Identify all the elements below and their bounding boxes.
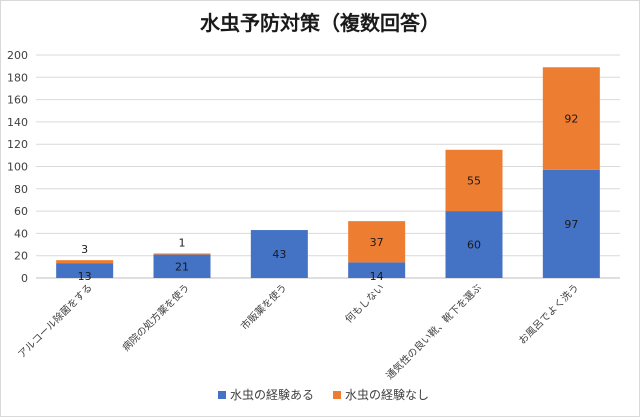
y-tick-label: 60 xyxy=(14,205,28,218)
bar-segment xyxy=(348,221,406,263)
chart-title: 水虫予防対策（複数回答） xyxy=(200,11,440,35)
category-label: 何もしない xyxy=(342,281,387,326)
bar-segment xyxy=(56,260,114,264)
y-tick-label: 200 xyxy=(7,49,28,62)
data-label: 13 xyxy=(78,270,92,283)
bar-segment xyxy=(250,230,308,278)
data-label: 55 xyxy=(467,174,481,187)
y-tick-label: 40 xyxy=(14,227,28,240)
bar-segment xyxy=(542,67,600,170)
category-label: アルコール除菌をする xyxy=(15,281,95,361)
legend-swatch xyxy=(333,391,341,399)
data-label: 60 xyxy=(467,239,481,252)
y-axis-ticks: 0 20 40 60 80 100 120 140 160 180 200 xyxy=(7,49,28,285)
bar-segment xyxy=(153,253,211,255)
bar-segment xyxy=(56,263,114,278)
category-label: 病院の処方薬を使う xyxy=(119,281,192,354)
bar-segment xyxy=(153,254,211,278)
data-label: 43 xyxy=(272,248,286,261)
y-tick-label: 140 xyxy=(7,116,28,129)
x-axis-categories: アルコール除菌をする 病院の処方薬を使う 市販薬を使う 何もしない通気性の良い靴、靴下… xyxy=(15,281,581,382)
y-tick-label: 160 xyxy=(7,94,28,107)
legend-label: 水虫の経験ある xyxy=(230,387,314,402)
y-tick-label: 120 xyxy=(7,138,28,151)
data-label: 97 xyxy=(564,218,578,231)
legend: 水虫の経験ある 水虫の経験なし xyxy=(218,387,429,402)
y-tick-label: 100 xyxy=(7,161,28,174)
legend-swatch xyxy=(218,391,226,399)
y-tick-label: 0 xyxy=(21,272,28,285)
bar-segment xyxy=(542,169,600,278)
data-label: 21 xyxy=(175,260,189,273)
category-label: 通気性の良い靴、靴下を選ぶ xyxy=(383,281,484,382)
data-label: 37 xyxy=(370,236,384,249)
category-label: 市販薬を使う xyxy=(238,281,290,333)
data-label: 92 xyxy=(564,113,578,126)
data-label: 1 xyxy=(179,236,186,249)
data-label: 14 xyxy=(370,270,384,283)
legend-label: 水虫の経験なし xyxy=(345,387,429,402)
y-tick-label: 80 xyxy=(14,183,28,196)
bar-segment xyxy=(445,211,503,278)
bar-segment xyxy=(348,262,406,278)
category-label: お風呂でよく洗う xyxy=(516,282,581,347)
bars: 13 3 21 1 43 14 37 60 55 97 92 xyxy=(56,67,600,283)
gridlines xyxy=(36,54,620,279)
bar-segment xyxy=(445,149,503,212)
y-tick-label: 180 xyxy=(7,71,28,84)
data-label: 3 xyxy=(81,243,88,256)
y-tick-label: 20 xyxy=(14,250,28,263)
